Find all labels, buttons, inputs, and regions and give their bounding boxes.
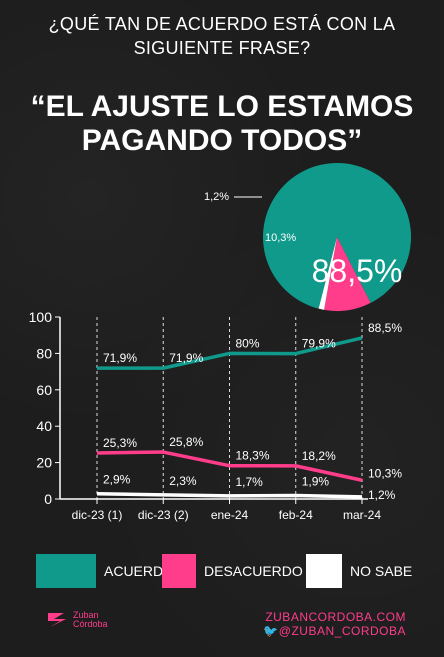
brand-name: Zuban Córdoba: [73, 611, 108, 629]
brand-logo: Zuban Córdoba: [46, 610, 108, 630]
x-tick-label: mar-24: [343, 508, 381, 522]
question-line-1: ¿QUÉ TAN DE ACUERDO ESTÁ CON LA: [48, 14, 396, 34]
series-line-acuerdo: [97, 336, 363, 370]
legend-label-desacuerdo: DESACUERDO: [204, 563, 303, 579]
twitter-handle[interactable]: 🐦@ZUBAN_CORDOBA: [263, 624, 406, 638]
data-label: 25,8%: [169, 435, 203, 449]
website-link[interactable]: ZUBANCORDOBA.COM: [265, 610, 406, 624]
question-line-2: SIGUIENTE FRASE?: [133, 38, 311, 58]
data-label: 79,9%: [302, 337, 336, 351]
zuban-cordoba-logo-icon: [48, 613, 66, 627]
series-line-desacuerdo: [96, 450, 363, 482]
data-label: 25,3%: [103, 436, 137, 450]
pie-slice-no-sabe: [318, 237, 337, 310]
y-tick-label: 100: [29, 309, 53, 325]
data-label: 1,9%: [302, 475, 330, 489]
x-tick-label: dic-23 (2): [138, 508, 189, 522]
y-tick-label: 80: [36, 345, 52, 361]
data-label: 18,2%: [302, 449, 336, 463]
legend-label-acuerdo: ACUERDO: [104, 563, 175, 579]
data-label: 1,2%: [368, 488, 396, 502]
data-label: 2,3%: [169, 474, 197, 488]
quote-title: “EL AJUSTE LO ESTAMOS PAGANDO TODOS”: [0, 90, 444, 158]
pie-slice-acuerdo: [263, 163, 412, 309]
survey-question: ¿QUÉ TAN DE ACUERDO ESTÁ CON LA SIGUIENT…: [0, 12, 444, 60]
legend-swatch-acuerdo: [36, 554, 96, 588]
data-label: 18,3%: [236, 449, 270, 463]
series-line-no-sabe: [96, 491, 363, 499]
footer-contact: ZUBANCORDOBA.COM 🐦@ZUBAN_CORDOBA: [263, 610, 406, 638]
y-tick-label: 20: [36, 455, 52, 471]
data-label: 88,5%: [368, 321, 402, 335]
y-tick-label: 60: [36, 382, 52, 398]
brand-line-1: Zuban: [73, 610, 99, 620]
data-label: 71,9%: [103, 351, 137, 365]
x-tick-label: feb-24: [279, 508, 313, 522]
pie-label-acuerdo: 88,5%: [312, 253, 403, 289]
pie-label-no-sabe: 1,2%: [204, 191, 229, 203]
data-label: 2,9%: [103, 473, 131, 487]
legend: ACUERDO DESACUERDO NO SABE: [0, 554, 444, 594]
legend-item-acuerdo: ACUERDO: [36, 554, 174, 588]
pie-slice-desacuerdo: [324, 237, 371, 312]
legend-item-no-sabe: NO SABE: [306, 554, 412, 588]
y-tick-label: 40: [36, 418, 52, 434]
brand-line-2: Córdoba: [73, 619, 108, 629]
twitter-icon: 🐦: [263, 624, 279, 638]
data-label: 80%: [236, 336, 260, 350]
data-label: 1,7%: [236, 475, 264, 489]
legend-swatch-no-sabe: [306, 554, 342, 588]
legend-swatch-desacuerdo: [162, 554, 196, 588]
quote-line-1: “EL AJUSTE LO ESTAMOS: [30, 90, 414, 123]
quote-line-2: PAGANDO TODOS”: [81, 124, 363, 157]
y-tick-label: 0: [44, 491, 52, 507]
data-label: 10,3%: [368, 466, 402, 480]
twitter-handle-text: @ZUBAN_CORDOBA: [278, 624, 406, 638]
x-tick-label: dic-23 (1): [72, 508, 123, 522]
x-tick-label: ene-24: [211, 508, 249, 522]
data-label: 71,9%: [169, 351, 203, 365]
pie-label-desacuerdo: 10,3%: [265, 232, 296, 244]
legend-label-no-sabe: NO SABE: [350, 563, 413, 579]
legend-item-desacuerdo: DESACUERDO: [162, 554, 303, 588]
